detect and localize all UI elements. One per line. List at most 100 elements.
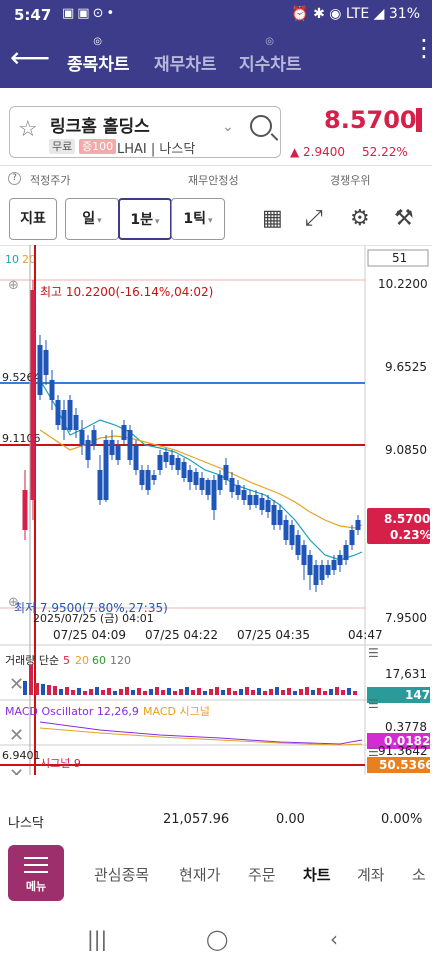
volume-max: 17,631 (385, 667, 427, 681)
nav-account[interactable]: 계좌 (357, 866, 385, 884)
ma10-line (39, 379, 363, 561)
chevron-down-icon: ▾ (97, 216, 102, 226)
interval-label: 1분 (130, 212, 154, 228)
nav-order[interactable]: 주문 (248, 866, 276, 884)
favorite-star-icon[interactable]: ☆ (18, 117, 38, 142)
candle-body (355, 520, 361, 530)
volume-bar (47, 685, 51, 695)
vol-ma60: 60 (92, 654, 106, 667)
badge-free: 무료 (49, 139, 76, 154)
stock-name: 링크홈 홀딩스 (50, 117, 150, 137)
candle-body (103, 440, 109, 500)
panel-menu-icon[interactable]: ☰ (368, 745, 379, 759)
tab-index-chart[interactable]: ◎ 지수차트 (239, 36, 302, 75)
candle-body (61, 410, 67, 430)
tab-financial-chart[interactable]: 재무차트 (154, 50, 217, 75)
tools-icon[interactable]: ⚒ (394, 206, 414, 231)
panel-menu-icon[interactable]: ☰ (368, 697, 379, 711)
volume-bar (83, 691, 87, 695)
volume-bar (347, 688, 351, 695)
period-button[interactable]: 일 ▾ (65, 198, 119, 240)
hamburger-icon (24, 857, 48, 873)
volume-bar (263, 691, 267, 695)
more-menu-icon[interactable]: ⋮ (412, 34, 432, 62)
candle-body (295, 535, 301, 555)
tick-button[interactable]: 1틱 ▾ (171, 198, 225, 240)
nav-more[interactable]: 소 (412, 866, 426, 884)
candle-body (151, 475, 157, 480)
interval-button[interactable]: 1분 ▾ (118, 198, 172, 240)
stock-selector[interactable]: ☆ 링크홈 홀딩스 무료 증100 LHAI | 나스닥 ⌄ (9, 106, 281, 158)
macd-max: 0.3778 (385, 720, 427, 734)
nav-watchlist[interactable]: 관심종목 (94, 866, 150, 884)
tab-label: 종목차트 (67, 55, 130, 75)
chevron-down-icon[interactable]: ⌄ (222, 119, 234, 135)
info-row: ? 적정주가 재무안정성 경쟁우위 (0, 168, 432, 190)
volume-title: 거래량 단순 (5, 654, 59, 667)
tab-stock-chart[interactable]: ◎ 종목차트 (67, 36, 130, 75)
volume-bar (185, 687, 189, 695)
high-label: 최고 10.2200(-16.14%,04:02) (40, 285, 213, 299)
time-tick: 07/25 04:09 (53, 628, 126, 642)
volume-bar (209, 689, 213, 695)
candle-body (187, 470, 193, 482)
volume-bar (23, 681, 27, 695)
panel-menu-icon[interactable]: ☰ (368, 646, 379, 660)
back-icon[interactable]: ‹ (330, 927, 338, 951)
volume-bar (233, 691, 237, 695)
system-navigation: ||| ◯ ‹ (0, 915, 432, 963)
volume-bar (341, 690, 345, 695)
help-icon[interactable]: ? (8, 172, 21, 185)
candle-body (337, 555, 343, 565)
volume-bar (293, 691, 297, 695)
zoom-icon[interactable]: ⊕ (8, 278, 19, 293)
indicator-button[interactable]: 지표 (9, 198, 57, 240)
candle-body (265, 500, 271, 512)
nav-current-price[interactable]: 현재가 (179, 866, 221, 884)
app-bar: ⟵ ◎ 종목차트 재무차트 ◎ 지수차트 ⋮ (0, 32, 432, 88)
back-arrow-icon[interactable]: ⟵ (10, 41, 51, 74)
market-change: 0.00 (276, 812, 305, 827)
stock-chart[interactable]: 10 20 51 ⊕ ⊕ 최고 10.2200(-16.14%,04:02) 9… (0, 245, 432, 775)
recent-apps-icon[interactable]: ||| (87, 927, 108, 951)
volume-bar (299, 689, 303, 695)
zoom-icon[interactable]: ⊕ (8, 595, 19, 610)
time-tick: 07/25 04:22 (145, 628, 218, 642)
grid-layout-icon[interactable]: ▦ (262, 206, 283, 231)
candle-body (331, 560, 337, 570)
vol-ma5: 5 (63, 654, 70, 667)
candle-body (313, 565, 319, 585)
volume-bar (275, 687, 279, 695)
close-panel-icon[interactable]: ✕ (9, 765, 24, 775)
candle-body (247, 495, 253, 505)
candle-body (259, 498, 265, 510)
competitive-edge-label[interactable]: 경쟁우위 (330, 174, 371, 187)
close-panel-icon[interactable]: ✕ (9, 674, 24, 695)
candle-body (30, 290, 36, 500)
menu-button[interactable]: 메뉴 (8, 845, 64, 901)
volume-bar (335, 687, 339, 695)
stoch-max: 91.3642 (378, 744, 428, 758)
low-label: 최저 7.9500(7.80%,27:35) (14, 601, 168, 615)
candle-body (319, 565, 325, 580)
current-price-tag: 8.5700 (384, 512, 430, 526)
volume-bar (203, 691, 207, 695)
fair-price-label[interactable]: 적정주가 (30, 174, 71, 187)
notification-icons: ▣▣⊙• (62, 6, 118, 21)
macd-title: MACD Oscillator 12,26,9 (5, 705, 139, 718)
volume-bar (221, 690, 225, 695)
volume-bar (245, 687, 249, 695)
expand-icon[interactable]: ⤢ (305, 206, 323, 231)
search-icon[interactable] (250, 115, 272, 137)
volume-bar (89, 689, 93, 695)
financial-stability-label[interactable]: 재무안정성 (188, 174, 239, 187)
market-index: 21,057.96 (163, 812, 230, 827)
price-tick: 9.0850 (385, 443, 427, 457)
candle-body (253, 495, 259, 505)
home-icon[interactable]: ◯ (206, 927, 229, 951)
settings-gear-icon[interactable]: ⚙ (350, 206, 370, 231)
close-panel-icon[interactable]: ✕ (9, 725, 24, 746)
count-box[interactable]: 51 (392, 251, 407, 265)
candle-body (145, 470, 151, 490)
nav-chart[interactable]: 차트 (303, 866, 331, 884)
